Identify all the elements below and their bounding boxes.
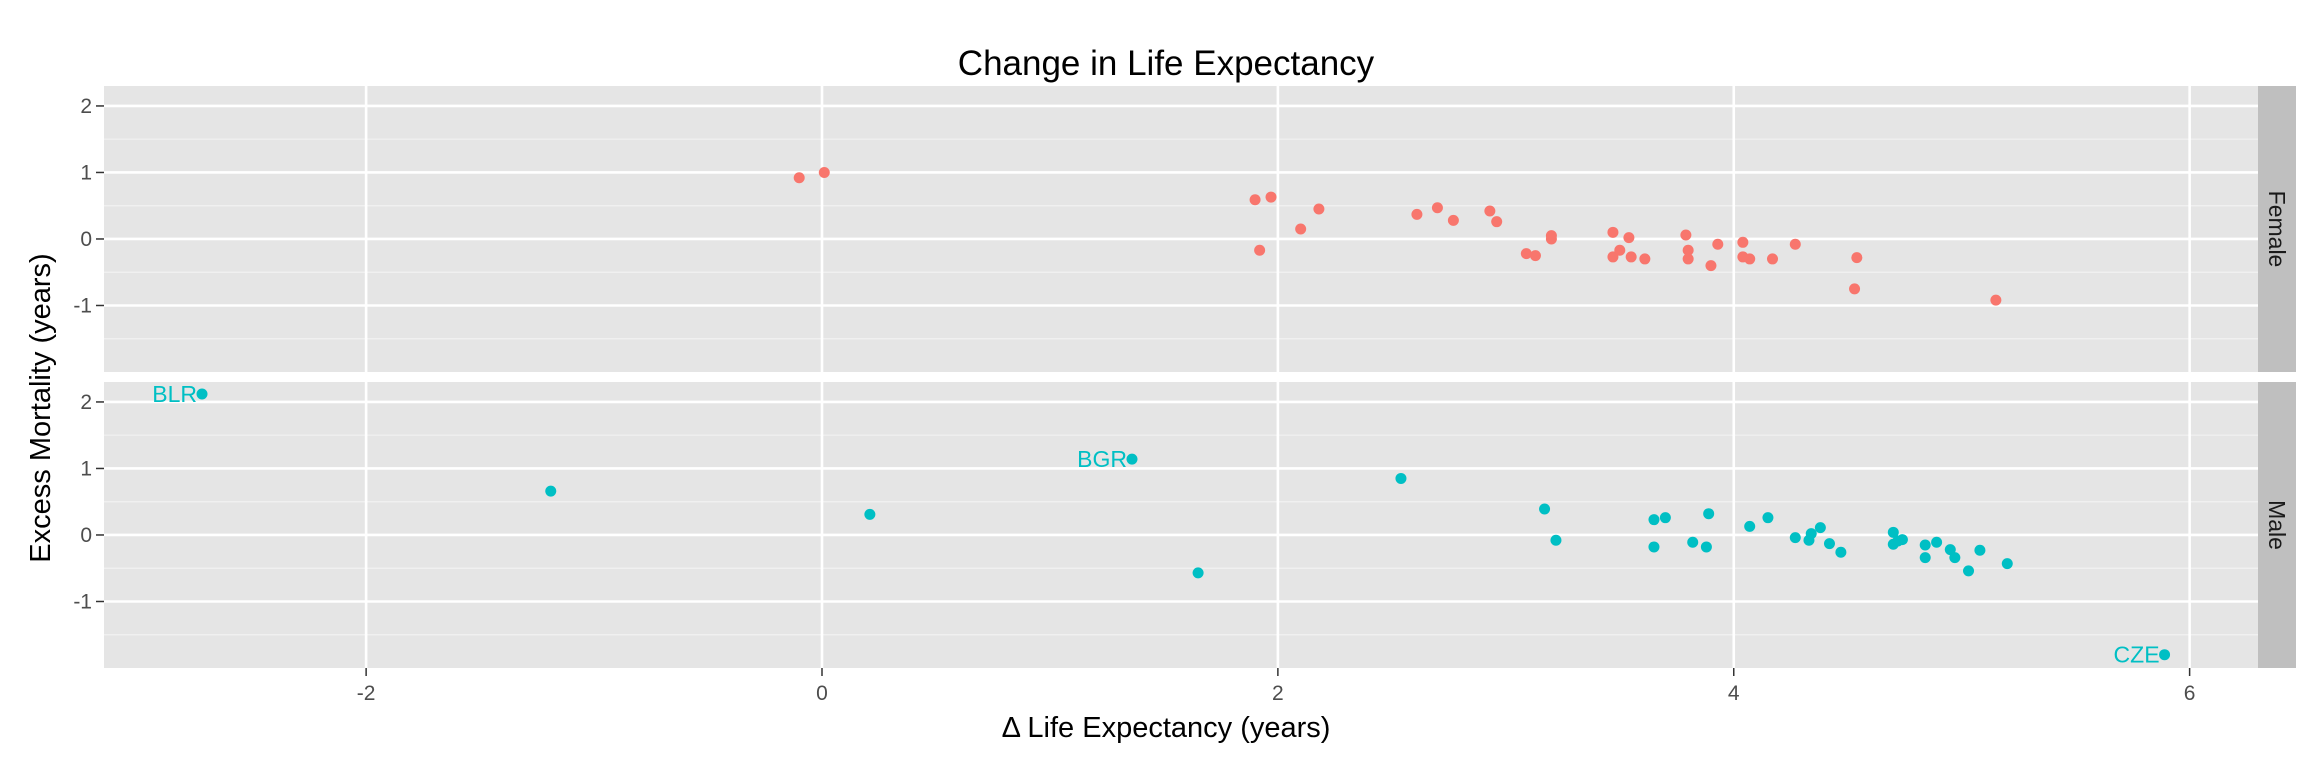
data-point	[1539, 503, 1551, 515]
facet-panel-male: -1 0 1 2 Male BLR BGR CZE	[73, 381, 2296, 668]
data-point	[2159, 649, 2171, 661]
facet-strip	[2258, 86, 2296, 372]
y-tick-label: 2	[80, 391, 92, 414]
data-point	[1789, 238, 1801, 250]
data-point	[1762, 512, 1774, 524]
data-point	[1639, 253, 1651, 265]
x-tick-label: 0	[816, 682, 828, 705]
data-point	[1963, 565, 1975, 577]
y-tick-label: 2	[80, 95, 92, 118]
data-point	[1944, 544, 1956, 556]
data-point	[1814, 522, 1826, 534]
data-point	[1520, 248, 1532, 260]
data-point	[864, 508, 876, 520]
data-point	[1607, 251, 1619, 263]
facet-strip-label: Male	[2264, 500, 2290, 550]
data-point	[1705, 260, 1717, 272]
data-point	[818, 166, 830, 178]
data-point	[1744, 253, 1756, 265]
data-point	[1491, 216, 1503, 228]
data-point	[1447, 214, 1459, 226]
x-tick-label: 2	[1272, 682, 1284, 705]
data-point	[1126, 453, 1138, 465]
data-point	[196, 388, 208, 400]
data-point	[1949, 552, 1961, 564]
x-tick-label: 4	[1728, 682, 1740, 705]
facet-strip	[2258, 382, 2296, 668]
point-label: BGR	[1077, 446, 1127, 472]
data-point	[1395, 472, 1407, 484]
y-tick-label: -1	[73, 590, 92, 613]
data-point	[1974, 544, 1986, 556]
data-point	[1703, 508, 1715, 520]
data-point	[1896, 534, 1908, 546]
point-label: BLR	[152, 381, 197, 407]
data-point	[1990, 294, 2002, 306]
data-point	[1249, 194, 1261, 206]
data-point	[1614, 244, 1626, 256]
data-point	[1295, 223, 1307, 235]
data-point	[1623, 232, 1635, 244]
data-point	[1805, 528, 1817, 540]
y-tick-label: 1	[80, 457, 92, 480]
data-point	[1737, 236, 1749, 248]
data-point	[1887, 526, 1899, 538]
y-tick-label: 1	[80, 161, 92, 184]
panel-background	[104, 86, 2258, 372]
y-tick-label: -1	[73, 294, 92, 317]
data-point	[545, 485, 557, 497]
x-tick-label: -2	[357, 682, 376, 705]
facet-strip-label: Female	[2264, 191, 2290, 268]
data-point	[1607, 226, 1619, 238]
x-axis-title: Δ Life Expectancy (years)	[1002, 712, 1331, 744]
data-point	[1265, 191, 1277, 203]
data-point	[1659, 512, 1671, 524]
data-point	[1766, 253, 1778, 265]
data-point	[1192, 567, 1204, 579]
data-point	[1744, 520, 1756, 532]
data-point	[1835, 546, 1847, 558]
data-point	[1823, 538, 1835, 550]
data-point	[1931, 536, 1943, 548]
y-tick-label: 0	[80, 524, 92, 547]
data-point	[1680, 229, 1692, 241]
data-point	[1625, 251, 1637, 263]
point-label: CZE	[2114, 642, 2160, 668]
data-point	[1529, 250, 1541, 262]
data-point	[1851, 252, 1863, 264]
data-point	[1648, 514, 1660, 526]
data-point	[1789, 532, 1801, 544]
data-point	[1919, 552, 1931, 564]
data-point	[1484, 205, 1496, 217]
data-point	[1550, 534, 1562, 546]
y-axis-title: Excess Mortality (years)	[25, 253, 57, 562]
panel-background	[104, 382, 2258, 668]
data-point	[1682, 253, 1694, 265]
data-point	[1411, 208, 1423, 220]
facet-panel-female: -1 0 1 2 Female	[73, 86, 2296, 372]
data-point	[1431, 202, 1443, 214]
data-point	[1545, 233, 1557, 245]
data-point	[1313, 203, 1325, 215]
data-point	[2001, 558, 2013, 570]
data-point	[1687, 536, 1699, 548]
data-point	[1682, 244, 1694, 256]
data-point	[1648, 541, 1660, 553]
data-point	[1254, 244, 1266, 256]
data-point	[793, 172, 805, 184]
data-point	[1712, 238, 1724, 250]
data-point	[1700, 541, 1712, 553]
y-tick-label: 0	[80, 228, 92, 251]
x-tick-label: 6	[2184, 682, 2196, 705]
data-point	[1919, 539, 1931, 551]
data-point	[1849, 283, 1861, 295]
chart-title: Change in Life Expectancy	[958, 44, 1375, 83]
